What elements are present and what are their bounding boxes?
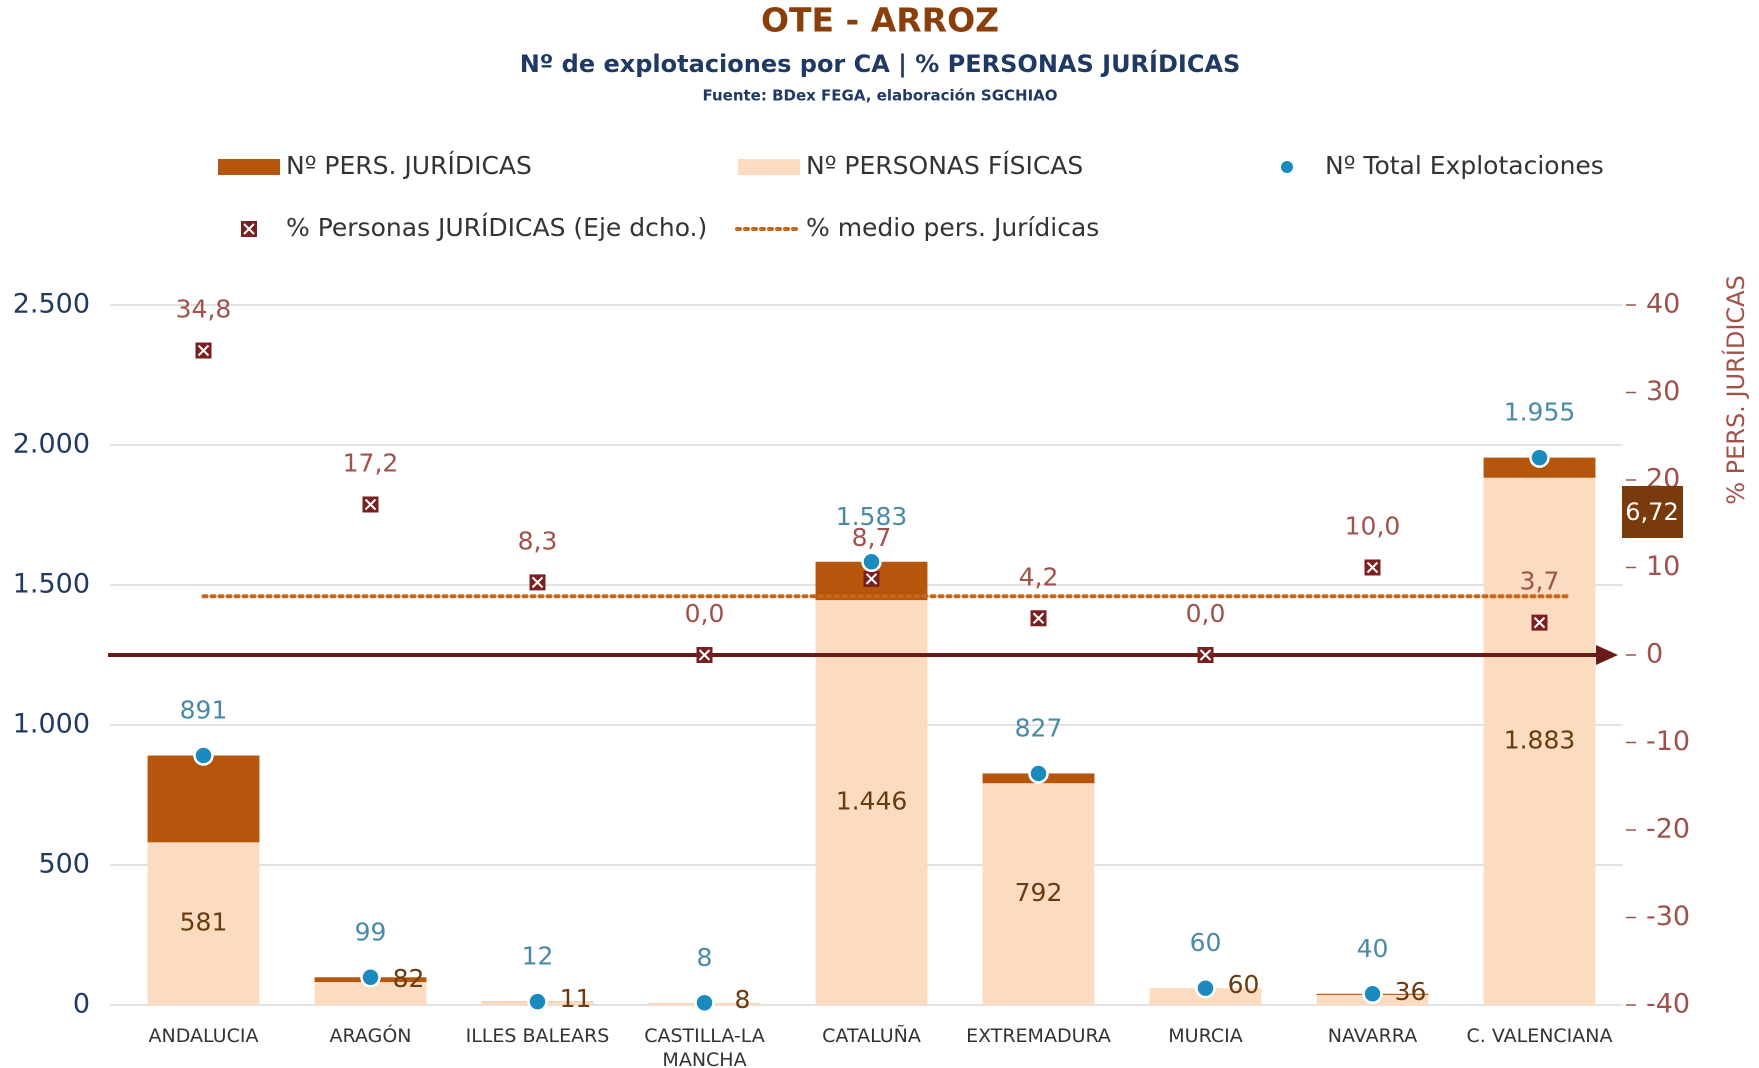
legend-label: % Personas JURÍDICAS (Eje dcho.) (286, 213, 707, 242)
total-label: 8 (697, 943, 713, 972)
y-tick-label: 2.500 (13, 289, 90, 320)
legend-swatch (218, 159, 280, 175)
pct-marker (1531, 614, 1548, 631)
total-point (1028, 763, 1049, 784)
pct-label: 34,8 (176, 295, 232, 324)
bar-fisicas (982, 783, 1095, 1005)
total-label: 1.583 (836, 502, 908, 531)
pct-label: 17,2 (343, 449, 399, 478)
pct-marker (1030, 610, 1047, 627)
bar-fisicas (314, 982, 427, 1005)
total-point (694, 992, 715, 1014)
total-point (360, 967, 381, 988)
x-tick-label: MURCIA (1168, 1025, 1243, 1047)
pct-marker (1197, 647, 1214, 663)
x-tick-label: NAVARRA (1327, 1025, 1418, 1047)
pct-marker (195, 342, 212, 359)
bar-juridicas (147, 755, 260, 843)
pct-label: 8,3 (518, 526, 558, 555)
legend-swatch (738, 159, 800, 175)
y2-tick-label: -10 (1646, 726, 1690, 757)
chart-subtitle: Nº de explotaciones por CA | % PERSONAS … (520, 49, 1241, 78)
fisicas-label: 581 (180, 908, 228, 937)
pct-label: 8,7 (852, 523, 892, 552)
total-label: 40 (1357, 934, 1389, 963)
y2-tick-label: -40 (1646, 989, 1690, 1020)
total-point (861, 551, 882, 573)
y2-tick-label: -30 (1646, 901, 1690, 932)
total-point (1362, 983, 1383, 1005)
total-label: 891 (180, 696, 228, 725)
total-point (527, 991, 548, 1012)
y2-tick-label: 0 (1646, 639, 1663, 670)
total-point (1529, 447, 1550, 468)
total-label: 12 (522, 942, 554, 971)
fisicas-label: 82 (393, 964, 425, 993)
pct-label: 10,0 (1345, 512, 1401, 541)
fisicas-label: 8 (735, 985, 751, 1014)
total-label: 60 (1190, 928, 1222, 957)
total-point (193, 745, 214, 766)
y-tick-label: 2.000 (13, 429, 90, 460)
fisicas-label: 60 (1228, 970, 1260, 999)
total-point (1195, 977, 1216, 999)
x-tick-label: ANDALUCIA (148, 1025, 259, 1047)
fisicas-label: 1.883 (1504, 725, 1576, 754)
x-tick-label: CATALUÑA (822, 1025, 921, 1047)
pct-label: 0,0 (685, 599, 725, 628)
chart-title: OTE - ARROZ (761, 1, 999, 40)
pct-marker (1364, 559, 1381, 576)
legend-label: Nº Total Explotaciones (1325, 151, 1604, 180)
x-tick-label: C. VALENCIANA (1466, 1025, 1613, 1047)
legend-swatch (243, 223, 255, 235)
fisicas-label: 792 (1015, 878, 1063, 907)
fisicas-label: 11 (560, 984, 592, 1013)
y2-tick-label: 40 (1646, 289, 1680, 320)
y2-axis-title: % PERS. JURÍDICAS (1721, 275, 1750, 505)
pct-label: 4,2 (1019, 562, 1059, 591)
total-label: 99 (355, 917, 387, 946)
legend-label: % medio pers. Jurídicas (806, 213, 1099, 242)
pct-label: 0,0 (1186, 599, 1226, 628)
chart-source: Fuente: BDex FEGA, elaboración SGCHIAO (702, 87, 1057, 105)
pct-marker (362, 496, 379, 513)
bar-fisicas (147, 842, 260, 1005)
legend-label: Nº PERS. JURÍDICAS (286, 151, 532, 180)
x-tick-label: ILLES BALEARS (465, 1025, 610, 1047)
legend-swatch (1281, 161, 1293, 173)
fisicas-label: 1.446 (836, 787, 908, 816)
y2-tick-label: 30 (1646, 376, 1680, 407)
fisicas-label: 36 (1395, 977, 1427, 1006)
pct-marker (696, 647, 713, 663)
x-tick-label: CASTILLA-LA MANCHA (644, 1025, 765, 1068)
average-label: 6,72 (1625, 498, 1678, 526)
x-tick-label: ARAGÓN (329, 1025, 412, 1047)
x-tick-label: EXTREMADURA (966, 1025, 1111, 1047)
pct-label: 3,7 (1520, 567, 1560, 596)
y2-tick-label: -20 (1646, 814, 1690, 845)
zero-line-arrow (1596, 645, 1618, 665)
y-tick-label: 1.500 (13, 569, 90, 600)
y-tick-label: 500 (38, 849, 90, 880)
y2-tick-label: 10 (1646, 551, 1680, 582)
legend-label: Nº PERSONAS FÍSICAS (806, 151, 1083, 180)
pct-marker (529, 574, 546, 591)
total-label: 1.955 (1504, 398, 1576, 427)
y-tick-label: 1.000 (13, 709, 90, 740)
total-label: 827 (1015, 713, 1063, 742)
bar-fisicas (1483, 477, 1596, 1005)
y-tick-label: 0 (73, 989, 90, 1020)
bar-fisicas (815, 600, 928, 1005)
average-label-box (1622, 486, 1683, 538)
pct-marker (863, 570, 880, 587)
